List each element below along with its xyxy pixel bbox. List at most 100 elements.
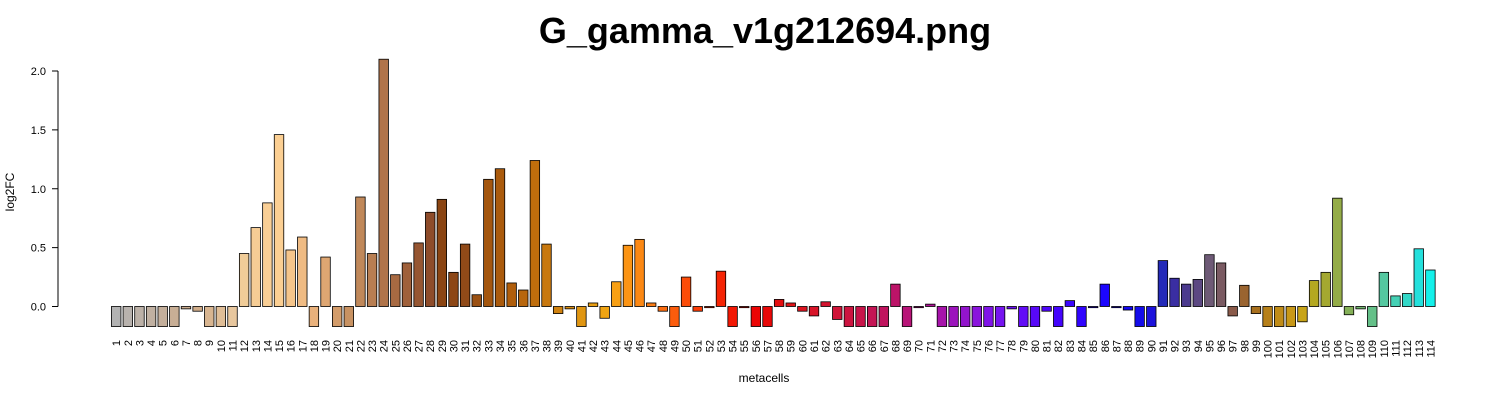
x-tick-label: 22 [355,340,367,352]
y-axis: 0.0 0.5 1.0 1.5 2.0 [31,66,59,314]
bar-24 [378,58,389,307]
x-tick-label: 64 [844,340,856,352]
bar-109 [1367,306,1378,327]
x-tick-label: 28 [425,340,437,352]
bar-86 [1099,283,1110,307]
x-tick-label: 90 [1146,340,1158,352]
x-tick-label: 30 [448,340,460,352]
x-tick-label: 48 [658,340,670,352]
bar-89 [1134,306,1145,327]
y-tick-label: 2.0 [31,66,46,78]
x-tick-label: 57 [762,340,774,352]
x-tick-label: 24 [379,340,391,352]
x-tick-label: 82 [1053,340,1065,352]
bar-62 [820,301,831,307]
bar-25 [390,274,401,307]
x-tick-label: 16 [286,340,298,352]
x-tick-label: 1 [111,340,123,346]
x-axis-tick-labels: 1 2 3 4 5 6 7 8 9 10 11 12 13 14 15 16 17 18 19 20 21 22 23 24 2… [111,340,1437,358]
bar-98 [1239,284,1250,307]
bar-60 [797,306,808,312]
bar-33 [483,178,494,307]
x-tick-label: 20 [332,340,344,352]
bar-61 [808,306,820,317]
x-tick-label: 75 [972,340,984,352]
bar-48 [657,306,668,312]
x-tick-label: 52 [704,340,716,352]
x-tick-label: 87 [1111,340,1123,352]
x-tick-label: 49 [669,340,681,352]
bar-14 [262,202,273,307]
bar-90 [1146,306,1157,327]
x-tick-label: 39 [553,340,565,352]
bar-83 [1064,300,1076,307]
x-tick-label: 19 [321,340,333,352]
x-tick-label: 42 [588,340,600,352]
x-tick-label: 12 [239,340,251,352]
bar-38 [541,243,552,307]
bar-70 [913,306,924,309]
bar-18 [308,306,320,327]
x-tick-label: 80 [1030,340,1042,352]
bar-16 [285,249,296,307]
bar-100 [1262,306,1273,327]
bar-63 [832,306,843,320]
bar-17 [297,236,308,307]
x-tick-label: 81 [1042,340,1054,352]
x-tick-label: 3 [134,340,146,346]
bar-2 [122,306,133,327]
x-tick-label: 51 [693,340,705,352]
bar-67 [878,306,889,327]
x-tick-label: 43 [600,340,612,352]
x-tick-label: 63 [832,340,844,352]
bar-22 [355,196,366,307]
x-tick-label: 14 [262,340,274,352]
bar-50 [680,276,692,307]
x-tick-label: 71 [925,340,937,352]
bar-71 [925,303,936,307]
bar-47 [646,302,657,307]
x-tick-label: 53 [716,340,728,352]
bar-54 [727,306,738,327]
bar-39 [552,306,564,314]
x-tick-label: 114 [1425,340,1437,358]
bar-41 [576,306,587,327]
x-tick-label: 95 [1204,340,1216,352]
bar-46 [634,238,645,307]
bar-99 [1250,306,1262,314]
x-tick-label: 56 [751,340,763,352]
x-tick-label: 77 [995,340,1007,352]
x-tick-label: 79 [1018,340,1030,352]
bar-92 [1169,277,1180,307]
x-tick-label: 106 [1332,340,1344,358]
x-tick-label: 111 [1391,340,1403,357]
bar-12 [238,253,250,307]
bar-23 [366,253,378,307]
bar-4 [145,306,157,327]
bar-10 [215,306,227,327]
x-tick-label: 78 [1007,340,1019,352]
x-tick-label: 17 [297,340,309,352]
bar-11 [227,306,238,327]
x-tick-label: 37 [530,340,542,352]
x-tick-label: 86 [1100,340,1112,352]
x-tick-label: 29 [437,340,449,352]
x-tick-label: 46 [635,340,647,352]
bar-93 [1181,283,1192,307]
bar-91 [1157,260,1169,307]
x-tick-label: 6 [169,340,181,346]
x-tick-label: 13 [251,340,263,352]
bar-34 [494,168,506,307]
bar-42 [587,302,599,307]
bar-103 [1297,306,1308,323]
bar-7 [180,306,192,310]
x-tick-label: 104 [1309,340,1321,358]
bar-97 [1227,306,1238,317]
x-tick-label: 96 [1216,340,1228,352]
bar-106 [1332,197,1343,307]
x-tick-label: 72 [937,340,949,352]
bar-55 [739,306,750,309]
x-tick-label: 102 [1286,340,1298,358]
x-tick-label: 15 [274,340,286,352]
x-tick-label: 113 [1414,340,1426,358]
